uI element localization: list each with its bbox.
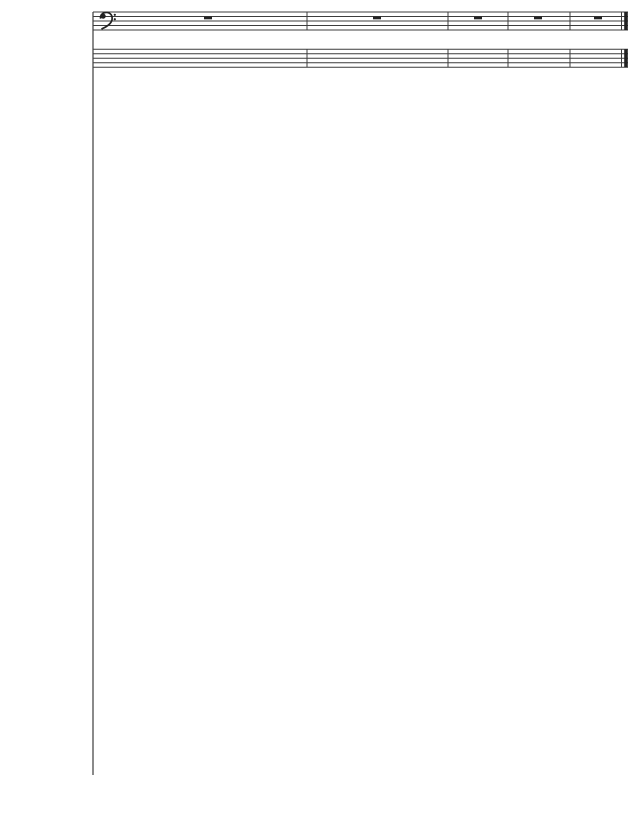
bass-clef-icon — [99, 11, 116, 30]
final-barline-thick — [624, 49, 628, 68]
whole-rest — [373, 16, 381, 20]
staff-row — [93, 48, 628, 68]
whole-rest — [204, 16, 212, 20]
staff-row — [93, 11, 628, 31]
whole-rest — [534, 16, 542, 20]
whole-rest — [474, 16, 482, 20]
whole-rest — [594, 16, 602, 20]
final-barline-thick — [624, 12, 628, 30]
